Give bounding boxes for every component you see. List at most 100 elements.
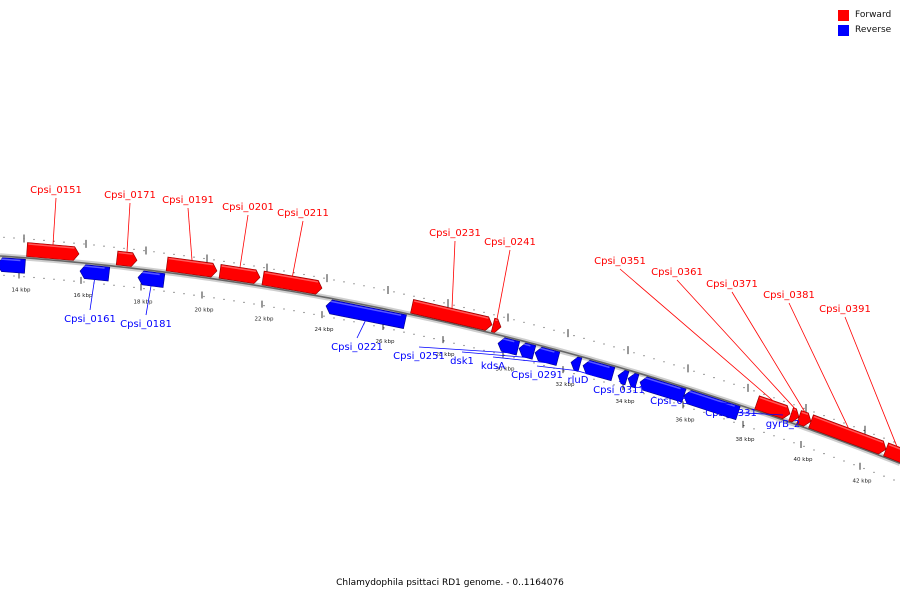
scale-label: 16 kbp [74, 293, 93, 299]
label-leader [52, 197, 57, 245]
gene-arrow[interactable] [79, 264, 111, 282]
gene-arrow[interactable] [570, 356, 583, 372]
scale-label: 26 kbp [376, 339, 395, 345]
gene-arrow[interactable] [26, 242, 80, 261]
gene-arrow[interactable] [325, 299, 407, 329]
label-leader [788, 302, 849, 429]
gene-arrow[interactable] [617, 369, 630, 386]
label-leader [461, 351, 527, 358]
gene-label: Cpsi_0291 [511, 370, 563, 381]
gene-label: Cpsi_0181 [120, 319, 172, 330]
label-leader [292, 220, 304, 277]
label-leader [492, 356, 547, 364]
gene-arrow[interactable] [115, 250, 138, 267]
label-leader [844, 316, 898, 447]
label-leader [239, 214, 249, 268]
gene-highlight [759, 396, 788, 408]
gene-arrow[interactable] [534, 346, 561, 366]
scale-label: 42 kbp [853, 479, 872, 485]
gene-label: Cpsi_0241 [484, 237, 536, 248]
legend-label-forward: Forward [855, 10, 892, 20]
gene-arrow[interactable] [683, 390, 741, 421]
gene-label: Cpsi_0151 [30, 185, 82, 196]
gene-label: Cpsi_0171 [104, 190, 156, 201]
gene-arrow[interactable] [788, 407, 800, 423]
gene-label: dsk1 [450, 356, 474, 367]
gene-arrow[interactable] [165, 256, 218, 278]
scale-label: 14 kbp [12, 288, 31, 294]
gene-arrow[interactable] [518, 342, 537, 360]
scale-label: 38 kbp [736, 437, 755, 443]
label-leader [618, 380, 623, 385]
gene-label: kdsA [481, 361, 505, 372]
gene-label: Cpsi_0221 [331, 342, 383, 353]
gene-arrow[interactable] [883, 442, 900, 463]
gene-arrow[interactable] [808, 414, 887, 455]
gene-arrow[interactable] [218, 264, 261, 284]
scale-label: 34 kbp [616, 399, 635, 405]
label-leader [451, 240, 456, 309]
gene-highlight [585, 359, 610, 369]
gene-highlight [168, 257, 213, 266]
scale-label: 28 kbp [436, 352, 455, 358]
gene-arrow[interactable] [754, 395, 791, 420]
gene-highlight [221, 265, 257, 272]
gene-arrow[interactable] [410, 299, 493, 331]
gene-label: Cpsi_0391 [819, 304, 871, 315]
reverse-swatch [838, 25, 849, 36]
gene-features [0, 242, 900, 463]
gene-highlight [327, 300, 402, 316]
label-leader [536, 365, 576, 371]
gene-label: Cpsi_0381 [763, 290, 815, 301]
gene-label: Cpsi_0201 [222, 202, 274, 213]
gene-label: Cpsi_0361 [651, 267, 703, 278]
gene-highlight [81, 265, 105, 269]
gene-highlight [642, 376, 681, 390]
label-leader [145, 285, 152, 316]
genome-backbone [0, 253, 900, 466]
gene-labels: Cpsi_0151 Cpsi_0161 Cpsi_0171 Cpsi_0181 Cpsi… [30, 185, 898, 447]
gene-highlight [118, 251, 133, 255]
gene-arrow[interactable] [261, 270, 323, 295]
gene-arrow[interactable] [497, 337, 521, 356]
scale-label: 20 kbp [195, 308, 214, 314]
forward-swatch [838, 10, 849, 21]
gene-label: Cpsi_0371 [706, 279, 758, 290]
label-leader [89, 279, 95, 311]
gene-arrow[interactable] [0, 257, 26, 274]
genome-caption: Chlamydophila psittaci RD1 genome. - 0..… [336, 578, 564, 588]
gene-highlight [264, 272, 319, 283]
label-leader [496, 249, 511, 320]
gene-highlight [414, 300, 489, 319]
gene-arrow[interactable] [582, 359, 616, 382]
gene-arrow[interactable] [137, 270, 166, 288]
label-leader [710, 410, 784, 416]
gene-highlight [620, 369, 624, 373]
gene-highlight [801, 411, 809, 416]
gene-label: Cpsi_0331 [705, 408, 757, 419]
gene-arrow[interactable] [796, 410, 812, 427]
gene-highlight [28, 243, 75, 249]
label-leader [632, 386, 677, 393]
gene-label: Cpsi_0251 [393, 351, 445, 362]
gene-highlight [793, 408, 797, 411]
gene-highlight [888, 444, 900, 450]
gene-highlight [573, 356, 577, 359]
gene-arrow[interactable] [627, 372, 640, 389]
scale-label: 30 kbp [496, 367, 515, 373]
label-leader [731, 291, 806, 413]
label-leader [661, 395, 732, 405]
scale-label: 36 kbp [676, 417, 695, 423]
gene-label: Cpsi_0191 [162, 195, 214, 206]
scale-ticks: 14 kbp 16 kbp 18 kbp 20 kbp 22 kbp 24 kbp 26 k… [3, 234, 895, 485]
gene-label: Cpsi_0161 [64, 314, 116, 325]
gene-label: gyrB_2 [766, 419, 801, 430]
label-leader [418, 346, 509, 354]
scale-label: 18 kbp [134, 300, 153, 306]
scale-label: 40 kbp [794, 457, 813, 463]
label-leader [126, 202, 131, 253]
label-leader [577, 370, 599, 378]
gene-highlight [813, 415, 884, 444]
gene-highlight [521, 342, 531, 347]
